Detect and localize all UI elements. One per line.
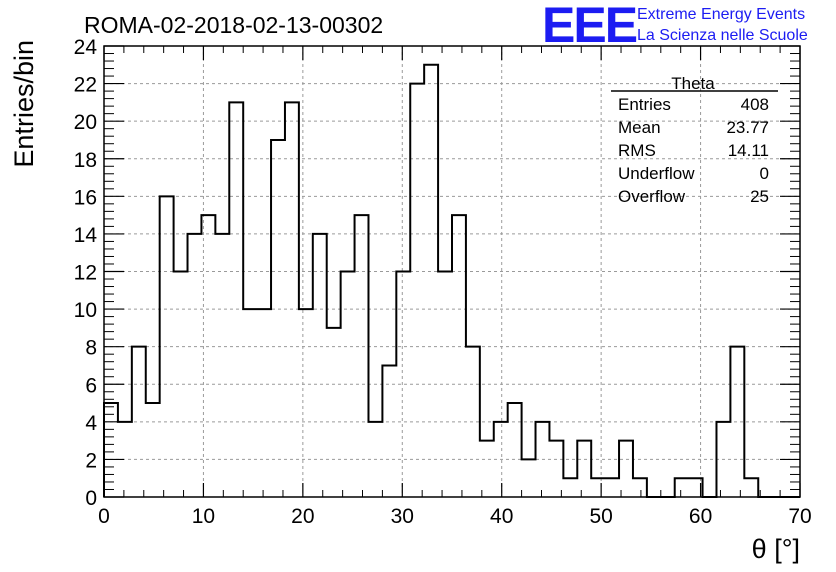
y-tick-label: 0 [85,487,97,510]
x-axis-label: θ [°] [752,534,800,564]
x-tick-label: 60 [689,505,712,528]
x-tick-labels: 0 10 20 30 40 50 60 70 [98,505,812,528]
x-tick-label: 70 [788,505,811,528]
eee-logo-line2: La Scienza nelle Scuole [637,27,808,44]
stats-box: Theta Entries 408 Mean 23.77 RMS 14.11 Underfl… [611,74,778,206]
y-tick-label: 8 [85,337,97,360]
y-tick-label: 14 [74,224,98,247]
x-tick-label: 50 [589,505,612,528]
x-tick-label: 0 [98,505,110,528]
y-tick-label: 16 [74,186,97,209]
x-tick-label: 10 [192,505,215,528]
histogram-line [103,63,800,498]
y-tick-label: 18 [74,149,97,172]
eee-logo-mark: EEE [542,0,637,53]
y-tick-label: 2 [85,449,97,472]
x-tick-label: 20 [291,505,314,528]
axis-ticks [103,45,801,498]
y-tick-label: 12 [74,262,97,285]
stats-label: Mean [618,118,661,137]
x-tick-label: 40 [490,505,513,528]
chart-title: ROMA-02-2018-02-13-00302 [84,12,383,38]
stats-value: 25 [750,187,769,206]
stats-rows: Entries 408 Mean 23.77 RMS 14.11 Underflow 0 Ove… [618,95,769,206]
eee-logo-line1: Extreme Energy Events [637,6,805,23]
stats-value: 14.11 [728,141,769,160]
stats-label: Entries [618,95,671,114]
stats-label: Underflow [618,164,695,183]
stats-label: RMS [618,141,656,160]
y-tick-label: 4 [85,412,97,435]
y-tick-label: 6 [85,374,97,397]
x-tick-label: 30 [391,505,414,528]
stats-value: 23.77 [726,118,769,137]
y-tick-label: 22 [74,74,97,97]
y-axis-label: Entries/bin [9,40,39,168]
stats-label: Overflow [618,187,686,206]
stats-header: Theta [671,74,715,93]
y-tick-label: 10 [74,299,97,322]
eee-logo: EEE Extreme Energy Events La Scienza nel… [542,0,808,53]
y-tick-label: 20 [74,111,97,134]
y-tick-label: 24 [74,36,98,59]
stats-value: 408 [741,95,769,114]
stats-value: 0 [760,164,769,183]
